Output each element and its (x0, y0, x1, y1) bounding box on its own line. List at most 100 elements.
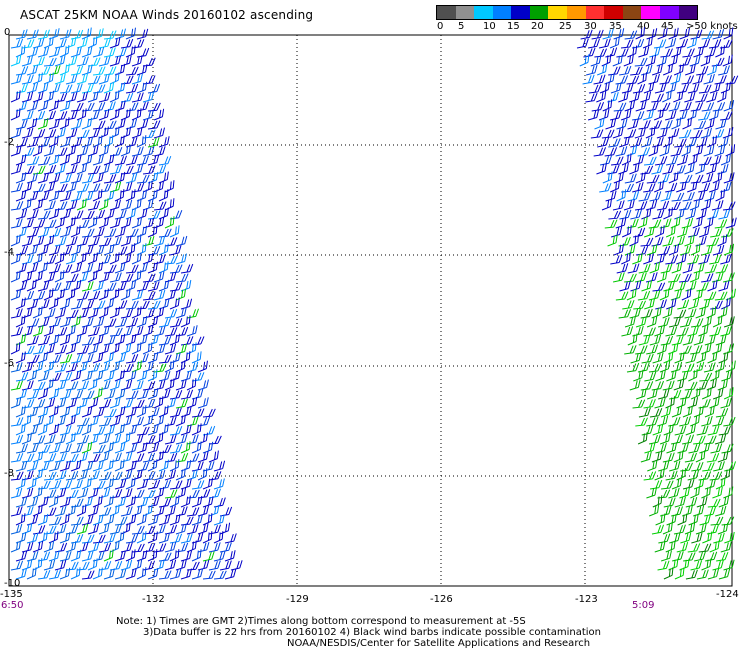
west-wind-barb (98, 471, 112, 481)
east-wind-barb (599, 81, 610, 94)
west-wind-barb (158, 479, 172, 490)
west-wind-barb (43, 200, 56, 211)
east-wind-barb (621, 252, 631, 265)
east-wind-barb (711, 200, 724, 211)
west-wind-barb (98, 507, 112, 517)
west-wind-barb (21, 270, 33, 283)
east-wind-barb (632, 252, 643, 265)
west-wind-barb (81, 262, 94, 274)
east-wind-barb (699, 298, 711, 310)
east-wind-barb (654, 155, 668, 166)
y-tick-label-2: -2 (4, 137, 14, 148)
west-wind-barb (147, 369, 158, 382)
east-wind-barb (629, 379, 641, 391)
west-wind-barb (180, 568, 192, 580)
west-wind-barb (92, 189, 103, 202)
west-wind-barb (92, 567, 103, 580)
west-wind-barb (48, 118, 60, 130)
east-wind-barb (722, 201, 736, 211)
west-wind-barb (59, 389, 72, 400)
west-wind-barb (26, 532, 39, 544)
west-wind-barb (32, 165, 46, 175)
west-wind-barb (224, 533, 237, 544)
east-wind-barb (718, 136, 729, 148)
west-wind-barb (21, 198, 32, 211)
west-wind-barb (76, 56, 89, 67)
west-wind-barb (32, 91, 44, 103)
west-wind-barb (125, 424, 138, 436)
east-wind-barb (665, 396, 676, 409)
west-wind-barb (120, 235, 132, 247)
west-wind-barb (37, 210, 51, 220)
y-tick-label-8: -8 (4, 468, 14, 479)
map-frame (8, 34, 733, 587)
east-wind-barb (633, 227, 646, 238)
west-wind-barb (153, 271, 165, 283)
east-wind-barb (633, 300, 646, 310)
west-wind-barb (32, 540, 44, 553)
west-wind-barb (43, 507, 57, 517)
west-wind-barb (98, 38, 111, 49)
east-wind-barb (711, 57, 725, 67)
east-wind-barb (634, 127, 646, 139)
east-wind-barb (610, 156, 624, 166)
east-wind-barb (630, 66, 643, 76)
west-wind-barb (87, 362, 101, 373)
east-wind-barb (598, 108, 610, 121)
west-wind-barb (48, 263, 61, 274)
west-wind-barb (109, 108, 120, 121)
west-wind-barb (10, 234, 21, 247)
west-wind-barb (15, 297, 26, 310)
west-wind-barb (103, 244, 115, 256)
scale-swatch-4 (511, 6, 530, 19)
west-wind-barb (92, 280, 104, 292)
west-wind-barb (153, 543, 167, 553)
east-wind-barb (580, 29, 593, 40)
west-wind-barb (98, 108, 110, 121)
east-wind-barb (678, 56, 692, 67)
west-wind-barb (76, 345, 90, 355)
west-wind-barb (43, 471, 57, 481)
east-wind-barb (709, 155, 722, 166)
east-wind-barb (717, 163, 729, 175)
east-wind-barb (624, 273, 637, 283)
west-wind-barb (125, 172, 138, 184)
west-wind-barb (180, 370, 193, 382)
east-wind-barb (673, 309, 687, 319)
west-wind-barb (109, 164, 123, 175)
west-wind-barb (136, 208, 148, 220)
east-wind-barb (677, 226, 689, 238)
west-wind-barb (125, 264, 139, 274)
west-wind-barb (32, 306, 43, 319)
west-wind-barb (120, 398, 134, 409)
west-wind-barb (92, 495, 103, 508)
east-wind-barb (630, 209, 643, 220)
west-wind-barb (76, 198, 87, 211)
east-wind-barb (674, 138, 687, 148)
west-wind-barb (76, 397, 88, 409)
east-wind-barb (677, 513, 688, 526)
east-wind-barb (596, 163, 607, 175)
west-wind-barb (10, 201, 24, 211)
west-wind-barb (10, 560, 24, 571)
west-wind-barb (136, 442, 148, 454)
east-wind-barb (657, 317, 670, 328)
west-wind-barb (37, 172, 50, 184)
west-wind-barb (37, 351, 49, 364)
east-wind-barb (641, 64, 653, 76)
west-wind-barb (10, 326, 23, 337)
west-wind-barb (59, 353, 73, 364)
west-wind-barb (48, 333, 60, 346)
east-wind-barb (692, 73, 704, 85)
east-wind-barb (645, 54, 657, 67)
west-wind-barb (59, 63, 70, 76)
west-wind-barb (98, 55, 111, 67)
west-wind-barb (65, 453, 79, 463)
west-wind-barb (15, 189, 27, 202)
east-wind-barb (635, 272, 647, 283)
east-wind-barb (624, 345, 637, 355)
scale-swatch-6 (548, 6, 568, 19)
west-wind-barb (103, 568, 115, 580)
east-wind-barb (720, 153, 731, 166)
east-wind-barb (612, 127, 624, 139)
